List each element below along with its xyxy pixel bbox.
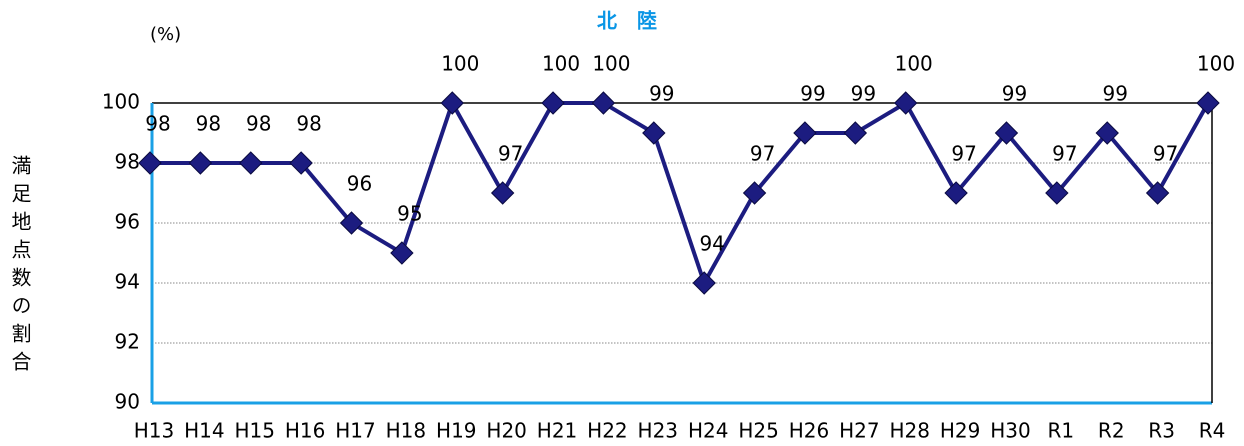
x-tick-label: H16 [285, 419, 326, 443]
marker [1196, 91, 1220, 115]
marker [894, 91, 918, 115]
x-tick-label: H26 [789, 419, 830, 443]
x-tick-label: H15 [235, 419, 276, 443]
y-tick-label: 90 [115, 390, 140, 414]
data-label: 97 [951, 142, 976, 166]
x-tick-label: H23 [638, 419, 679, 443]
data-label: 97 [1052, 142, 1077, 166]
data-label: 100 [441, 52, 479, 76]
y-tick-label: 94 [115, 270, 140, 294]
marker [339, 211, 364, 235]
marker [591, 91, 616, 115]
y-tick-label: 100 [102, 90, 140, 114]
x-tick-label: R1 [1048, 419, 1075, 443]
marker [692, 271, 716, 295]
data-label: 99 [649, 82, 674, 106]
x-tick-label: R3 [1148, 419, 1175, 443]
x-tick-label: H29 [940, 419, 981, 443]
data-label: 94 [699, 232, 724, 256]
marker [1045, 181, 1069, 205]
data-label: 100 [895, 52, 933, 76]
x-tick-label: H13 [134, 419, 175, 443]
data-label: 97 [1153, 142, 1178, 166]
data-label: 98 [145, 112, 170, 136]
x-tick-label: H19 [436, 419, 477, 443]
marker [1095, 121, 1119, 145]
y-tick-label: 98 [115, 150, 140, 174]
data-label: 100 [542, 52, 580, 76]
line [150, 98, 1210, 288]
x-tick-label: H20 [486, 419, 527, 443]
x-tick-label: H14 [184, 419, 225, 443]
marker [944, 181, 968, 205]
data-label: 99 [800, 82, 825, 106]
y-tick-label: 96 [115, 210, 140, 234]
x-tick-label: H22 [587, 419, 628, 443]
x-tick-label: H25 [738, 419, 779, 443]
data-label: 98 [246, 112, 271, 136]
data-label: 100 [1197, 52, 1235, 76]
x-tick-label: H28 [889, 419, 930, 443]
unit-label: (%) [150, 24, 181, 45]
data-label: 100 [592, 52, 630, 76]
x-tick-label: R4 [1199, 419, 1226, 443]
marker [390, 241, 414, 265]
marker [541, 91, 565, 115]
marker [490, 181, 515, 205]
x-tick-label: H18 [386, 419, 427, 443]
data-label: 97 [750, 142, 775, 166]
marker [1145, 181, 1170, 205]
marker [440, 91, 464, 115]
y-axis-label: 満足地点数の割合 [8, 155, 32, 379]
x-tick-label: R2 [1098, 419, 1125, 443]
chart-title: 北 陸 [597, 9, 657, 33]
data-label: 95 [397, 202, 422, 226]
marker [793, 121, 817, 145]
marker [239, 151, 263, 175]
data-label: 99 [1103, 82, 1128, 106]
marker [289, 151, 313, 175]
marker [642, 121, 666, 145]
x-tick-label: H24 [688, 419, 729, 443]
marker [138, 151, 162, 175]
data-label: 98 [296, 112, 321, 136]
y-tick-label: 92 [115, 330, 140, 354]
marker [994, 121, 1019, 145]
data-label: 97 [498, 142, 523, 166]
x-tick-label: H30 [990, 419, 1031, 443]
x-tick-label: H17 [335, 419, 376, 443]
marker [843, 121, 868, 145]
x-tick-label: H27 [839, 419, 880, 443]
x-tick-label: H21 [537, 419, 578, 443]
data-label: 99 [851, 82, 876, 106]
data-label: 98 [196, 112, 221, 136]
data-label: 96 [347, 172, 372, 196]
data-label: 99 [1002, 82, 1027, 106]
marker [742, 181, 767, 205]
marker [188, 151, 213, 175]
